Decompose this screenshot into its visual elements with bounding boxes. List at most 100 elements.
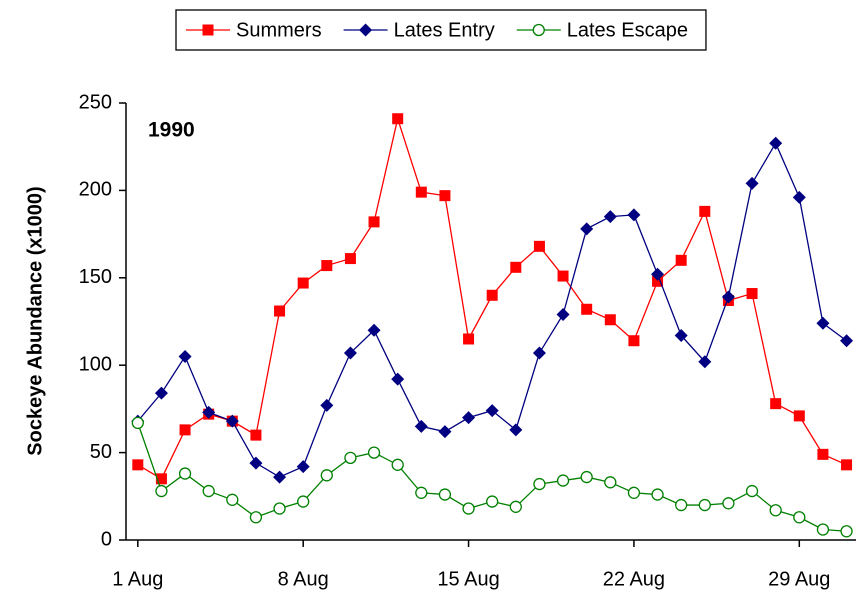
marker [202,484,215,498]
legend-marker [202,24,214,36]
marker [320,398,334,412]
marker [556,308,570,322]
marker [438,488,452,501]
legend-label: Lates Escape [567,19,688,41]
legend-label: Lates Entry [394,19,495,41]
marker [509,500,522,513]
marker [438,425,452,439]
y-tick-label: 0 [101,528,112,550]
marker [155,473,167,485]
marker [651,488,664,501]
marker [486,289,498,301]
marker [439,190,451,202]
marker [510,261,522,273]
annotation: 1990 [148,119,195,142]
legend-label: Summers [236,19,322,41]
marker [769,136,783,150]
marker [557,270,569,282]
marker [367,323,381,337]
y-tick-label: 50 [90,441,112,463]
marker [604,476,617,489]
legend-box [175,9,707,51]
x-tick-label: 22 Aug [603,568,665,590]
marker [274,305,286,317]
marker [627,208,641,222]
y-tick-label: 150 [79,266,112,288]
marker [628,335,640,347]
marker [603,210,617,224]
marker [343,346,357,360]
series [131,416,853,538]
marker [817,448,829,460]
marker [841,459,853,471]
marker [793,511,806,524]
marker [769,504,782,517]
marker [486,495,499,508]
marker [675,254,687,266]
marker [604,314,616,326]
legend: Summers Lates Entry Lates Escape [175,9,707,51]
y-tick-label: 250 [79,91,112,113]
marker [792,190,806,204]
marker [674,328,688,342]
marker [250,429,262,441]
marker [344,253,356,265]
marker [721,290,735,304]
marker [178,467,192,480]
series [132,113,853,485]
marker [698,355,712,369]
x-tick-label: 15 Aug [437,568,499,590]
marker [296,460,310,474]
marker [556,474,570,487]
marker [746,288,758,300]
marker [249,511,263,524]
marker [699,205,711,217]
marker [651,267,665,281]
marker [793,410,805,422]
marker [745,176,759,190]
series-line [137,422,847,532]
marker [698,498,711,512]
marker [155,484,168,498]
marker [675,498,688,512]
x-tick-label: 8 Aug [278,568,329,590]
y-tick-label: 200 [79,179,112,201]
marker [722,497,735,510]
marker [273,502,286,515]
marker [154,386,168,400]
marker [368,216,380,228]
marker [533,240,545,252]
y-tick-label: 100 [79,353,112,375]
marker [391,372,405,386]
y-axis-label: Sockeye Abundance (x1000) [24,186,46,455]
marker [320,469,333,482]
series-line [137,141,847,478]
legend-marker [532,23,545,37]
marker [414,419,428,433]
marker [581,303,593,315]
marker [297,495,310,508]
marker [367,446,381,459]
marker [532,346,546,360]
marker [533,477,546,491]
marker [580,222,594,236]
marker [249,456,263,470]
marker [816,523,830,536]
marker [179,424,191,436]
marker [226,493,239,506]
marker [840,525,853,538]
marker [509,423,523,437]
marker [297,277,309,289]
legend-marker [359,23,373,37]
marker [344,451,357,464]
marker [462,502,475,515]
marker [225,414,239,428]
marker [840,334,854,348]
marker [580,470,593,484]
marker [415,486,428,499]
marker [391,458,404,471]
marker [415,186,427,198]
x-tick-label: 29 Aug [768,568,830,590]
marker [627,486,641,499]
